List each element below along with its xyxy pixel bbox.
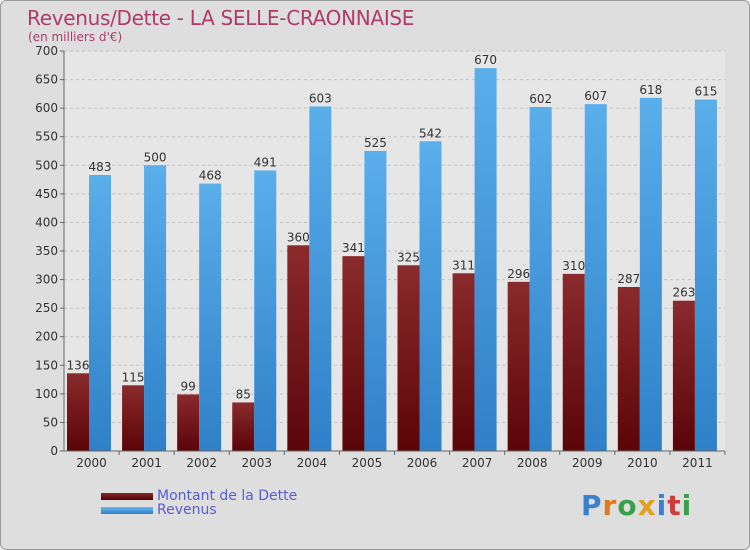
bars [67, 68, 717, 452]
x-tick-label: 2004 [297, 456, 328, 470]
x-tick-label: 2010 [627, 456, 658, 470]
x-tick-label: 2003 [242, 456, 273, 470]
data-label-revenus: 483 [89, 160, 112, 174]
data-label-revenus: 602 [529, 92, 552, 106]
bar-dette [67, 373, 89, 451]
data-label-revenus: 500 [144, 150, 167, 164]
y-tick-label: 250 [35, 301, 58, 315]
chart-title: Revenus/Dette - LA SELLE-CRAONNAISE [27, 6, 415, 30]
bar-dette [342, 256, 365, 451]
y-tick-label: 200 [35, 330, 58, 344]
bar-dette [232, 402, 255, 451]
x-tick-label: 2000 [76, 456, 107, 470]
bar-revenus [584, 104, 607, 452]
data-label-revenus: 607 [584, 89, 607, 103]
logo-letter: i [681, 489, 693, 522]
proxiti-logo: Proxiti [581, 489, 692, 522]
y-tick-label: 650 [35, 73, 58, 87]
bar-dette [177, 394, 200, 451]
bar-dette [507, 281, 530, 451]
logo-letter: r [602, 489, 618, 522]
data-label-dette: 296 [507, 267, 530, 281]
y-tick-label: 300 [35, 273, 58, 287]
data-label-revenus: 618 [639, 83, 662, 97]
bar-revenus [199, 183, 222, 452]
y-tick-label: 100 [35, 387, 58, 401]
logo-letter: x [637, 489, 657, 522]
grid-lines [64, 50, 725, 452]
data-label-dette: 115 [122, 370, 145, 384]
legend-swatch-dette [101, 492, 153, 500]
bar-dette [287, 245, 310, 451]
data-label-dette: 287 [617, 272, 640, 286]
legend-label-dette: Montant de la Dette [157, 488, 298, 504]
y-tick-label: 700 [35, 44, 58, 58]
bar-dette [617, 287, 640, 451]
y-tick-label: 350 [35, 244, 58, 258]
y-tick-label: 50 [43, 415, 58, 429]
y-tick-label: 150 [35, 358, 58, 372]
logo-letter: i [656, 489, 668, 522]
bar-revenus [529, 107, 552, 451]
legend-swatch-revenus [101, 506, 153, 514]
data-label-dette: 311 [452, 258, 475, 272]
bar-dette [452, 273, 475, 451]
bar-dette [122, 385, 145, 451]
bar-revenus [364, 151, 387, 451]
bar-revenus [89, 175, 111, 451]
logo-letter: P [581, 489, 603, 522]
data-label-revenus: 615 [694, 85, 717, 99]
axes: 0 50 100 150 200 250 300 350 400 450 500 550 600 650 7… [35, 44, 726, 470]
x-tick-label: 2002 [186, 456, 217, 470]
data-label-dette: 263 [672, 286, 695, 300]
data-label-dette: 136 [67, 358, 90, 372]
legend-item-dette: Montant de la Dette [101, 488, 297, 504]
y-tick-label: 0 [50, 444, 58, 458]
data-label-revenus: 468 [199, 169, 222, 183]
data-label-dette: 341 [342, 241, 365, 255]
y-tick-label: 450 [35, 187, 58, 201]
data-label-dette: 325 [397, 250, 420, 264]
bar-revenus [639, 97, 662, 451]
x-tick-label: 2009 [572, 456, 603, 470]
data-label-revenus: 525 [364, 136, 387, 150]
y-tick-label: 400 [35, 215, 58, 229]
x-tick-label: 2006 [407, 456, 438, 470]
data-label-dette: 99 [181, 379, 196, 393]
data-label-revenus: 670 [474, 53, 497, 67]
data-label-revenus: 491 [254, 155, 277, 169]
x-tick-label: 2001 [131, 456, 162, 470]
y-tick-label: 550 [35, 130, 58, 144]
x-tick-label: 2007 [462, 456, 493, 470]
data-label-dette: 310 [562, 259, 585, 273]
bar-revenus [419, 141, 442, 452]
bar-revenus [144, 165, 167, 452]
bar-revenus [309, 106, 332, 451]
legend-label-revenus: Revenus [157, 502, 217, 518]
bar-revenus [474, 68, 497, 452]
data-label-revenus: 603 [309, 91, 332, 105]
logo-letter: o [617, 489, 638, 522]
data-label-revenus: 542 [419, 126, 442, 140]
x-tick-label: 2011 [682, 456, 713, 470]
bar-revenus [694, 99, 717, 452]
data-label-dette: 360 [287, 230, 310, 244]
bar-dette [562, 273, 585, 451]
x-tick-label: 2005 [352, 456, 383, 470]
chart-subtitle: (en milliers d'€) [28, 30, 123, 44]
data-label-dette: 85 [236, 387, 251, 401]
data-labels: 136 483 115 500 99 468 85 491 360 603 341 525 325 542… [67, 53, 718, 401]
bar-revenus [254, 170, 277, 451]
bar-dette [672, 300, 695, 451]
logo-letter: t [667, 489, 682, 522]
legend-item-revenus: Revenus [101, 502, 217, 518]
bar-dette [397, 265, 420, 451]
y-tick-label: 500 [35, 158, 58, 172]
x-tick-label: 2008 [517, 456, 548, 470]
y-tick-label: 600 [35, 101, 58, 115]
